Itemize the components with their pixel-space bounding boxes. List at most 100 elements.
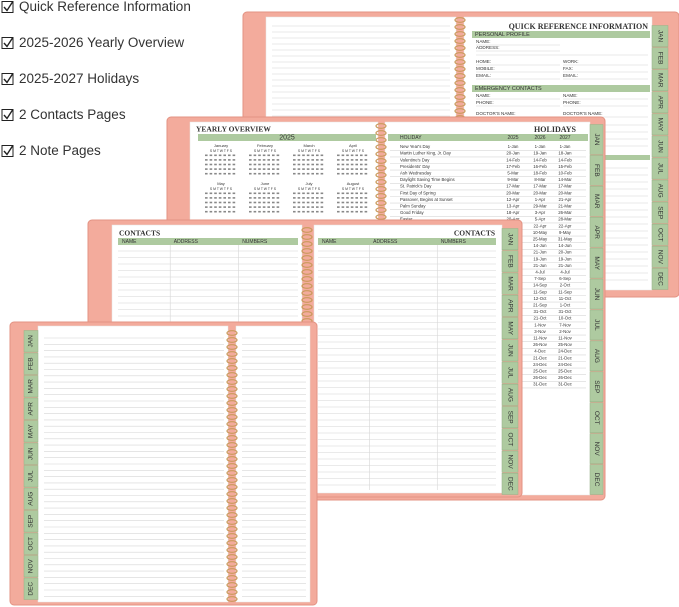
- header-bar: [318, 238, 496, 245]
- spiral-ring: [226, 414, 238, 420]
- calendar-day: [276, 159, 280, 161]
- calendar-day: [360, 197, 363, 199]
- calendar-day: [346, 154, 349, 157]
- check-mark: [3, 1, 14, 12]
- tab-label: SEP: [506, 411, 513, 424]
- calendar-day: [337, 210, 340, 213]
- holiday-name: Presidents' Day: [400, 164, 431, 169]
- calendar-day: [218, 168, 222, 170]
- calendar-day: [346, 168, 349, 170]
- calendar-day: [320, 197, 324, 199]
- checkbox: [1, 37, 14, 49]
- tab-label: JUN: [28, 447, 35, 460]
- calendar-day: [267, 210, 270, 213]
- calendar-day: [337, 154, 340, 157]
- calendar-day: [205, 197, 208, 199]
- calendar-day: [341, 210, 345, 213]
- calendar-day: [364, 172, 368, 175]
- calendar-day: [276, 168, 280, 170]
- spiral-ring: [226, 372, 238, 378]
- holiday-date: 21-Dec: [533, 355, 548, 360]
- calendar-day: [293, 197, 296, 199]
- calendar-day: [355, 210, 358, 213]
- calendar-day: [253, 192, 257, 195]
- month-tab: [589, 340, 604, 372]
- calendar-day: [232, 168, 236, 170]
- field-label: DOCTOR'S NAME:: [563, 111, 603, 116]
- calendar-day: [249, 197, 252, 199]
- holiday-date: 31-Oct: [534, 309, 548, 314]
- calendar-day: [209, 154, 213, 157]
- holiday-date: 18-Apr: [507, 210, 520, 215]
- calendar-day: [302, 159, 305, 161]
- calendar-day: [337, 197, 340, 199]
- field-label: WORK:: [563, 59, 579, 64]
- calendar-day: [262, 197, 266, 199]
- holiday-date: 11-Sep: [558, 289, 572, 294]
- calendar-day: [306, 163, 310, 166]
- calendar-day: [306, 210, 310, 213]
- section-heading: PERSONAL PROFILE: [475, 32, 530, 38]
- calendar-day: [302, 197, 305, 199]
- feature-text: 2 Note Pages: [19, 143, 101, 158]
- calendar-day: [262, 163, 266, 166]
- calendar-day: [276, 163, 280, 166]
- month-tab: [23, 375, 39, 398]
- spiral-ring: [454, 17, 466, 23]
- spiral-ring: [301, 290, 313, 296]
- spiral-ring: [375, 207, 387, 213]
- checkbox: [1, 109, 14, 121]
- calendar-day: [346, 159, 349, 161]
- calendar-day: [297, 201, 301, 204]
- holiday-name: New Year's Day: [400, 144, 431, 149]
- month-tab: [651, 179, 669, 202]
- spiral-ring: [454, 59, 466, 65]
- month-tab: [501, 295, 519, 317]
- calendar-day: [272, 154, 275, 157]
- holiday-date: 29-Mar: [533, 204, 547, 209]
- holiday-date: 25-Dec: [558, 369, 573, 374]
- calendar-day: [232, 206, 236, 208]
- calendar-day: [306, 168, 310, 170]
- calendar-day: [276, 192, 280, 195]
- holiday-date: 31-May: [558, 237, 573, 242]
- calendar-day: [293, 172, 296, 175]
- calendar-day: [258, 197, 261, 199]
- calendar-day: [276, 197, 280, 199]
- month-name: March: [303, 143, 314, 148]
- page-title: CONTACTS: [119, 229, 160, 238]
- spiral-ring: [454, 94, 466, 100]
- spiral-ring: [226, 533, 238, 539]
- tab-label: JUN: [593, 288, 600, 301]
- calendar-day: [223, 159, 226, 161]
- calendar-day: [346, 172, 349, 175]
- holiday-date: 22-Apr: [534, 223, 547, 228]
- calendar-day: [350, 201, 354, 204]
- spiral-ring: [226, 470, 238, 476]
- calendar-day: [262, 210, 266, 213]
- calendar-day: [297, 154, 301, 157]
- calendar-day: [223, 172, 226, 175]
- calendar-day: [337, 163, 340, 166]
- calendar-day: [311, 168, 314, 170]
- calendar-day: [364, 206, 368, 208]
- calendar-day: [223, 206, 226, 208]
- calendar-day: [267, 206, 270, 208]
- holiday-date: 26-Dec: [558, 375, 573, 380]
- holiday-name: Valentine's Day: [400, 157, 430, 162]
- spiral-ring: [226, 344, 238, 350]
- calendar-day: [218, 163, 222, 166]
- spiral-ring: [226, 365, 238, 371]
- calendar-day: [249, 154, 252, 157]
- tab-label: AUG: [506, 388, 513, 402]
- column-header: NAME: [122, 239, 137, 245]
- calendar-day: [360, 168, 363, 170]
- calendar-day: [253, 210, 257, 213]
- calendar-day: [350, 197, 354, 199]
- holiday-date: 19-Jun: [533, 256, 547, 261]
- calendar-day: [258, 206, 261, 208]
- calendar-day: [306, 172, 310, 175]
- calendar-day: [316, 206, 319, 208]
- holiday-name: Easter: [400, 217, 413, 222]
- holiday-date: 20-Mar: [506, 190, 520, 195]
